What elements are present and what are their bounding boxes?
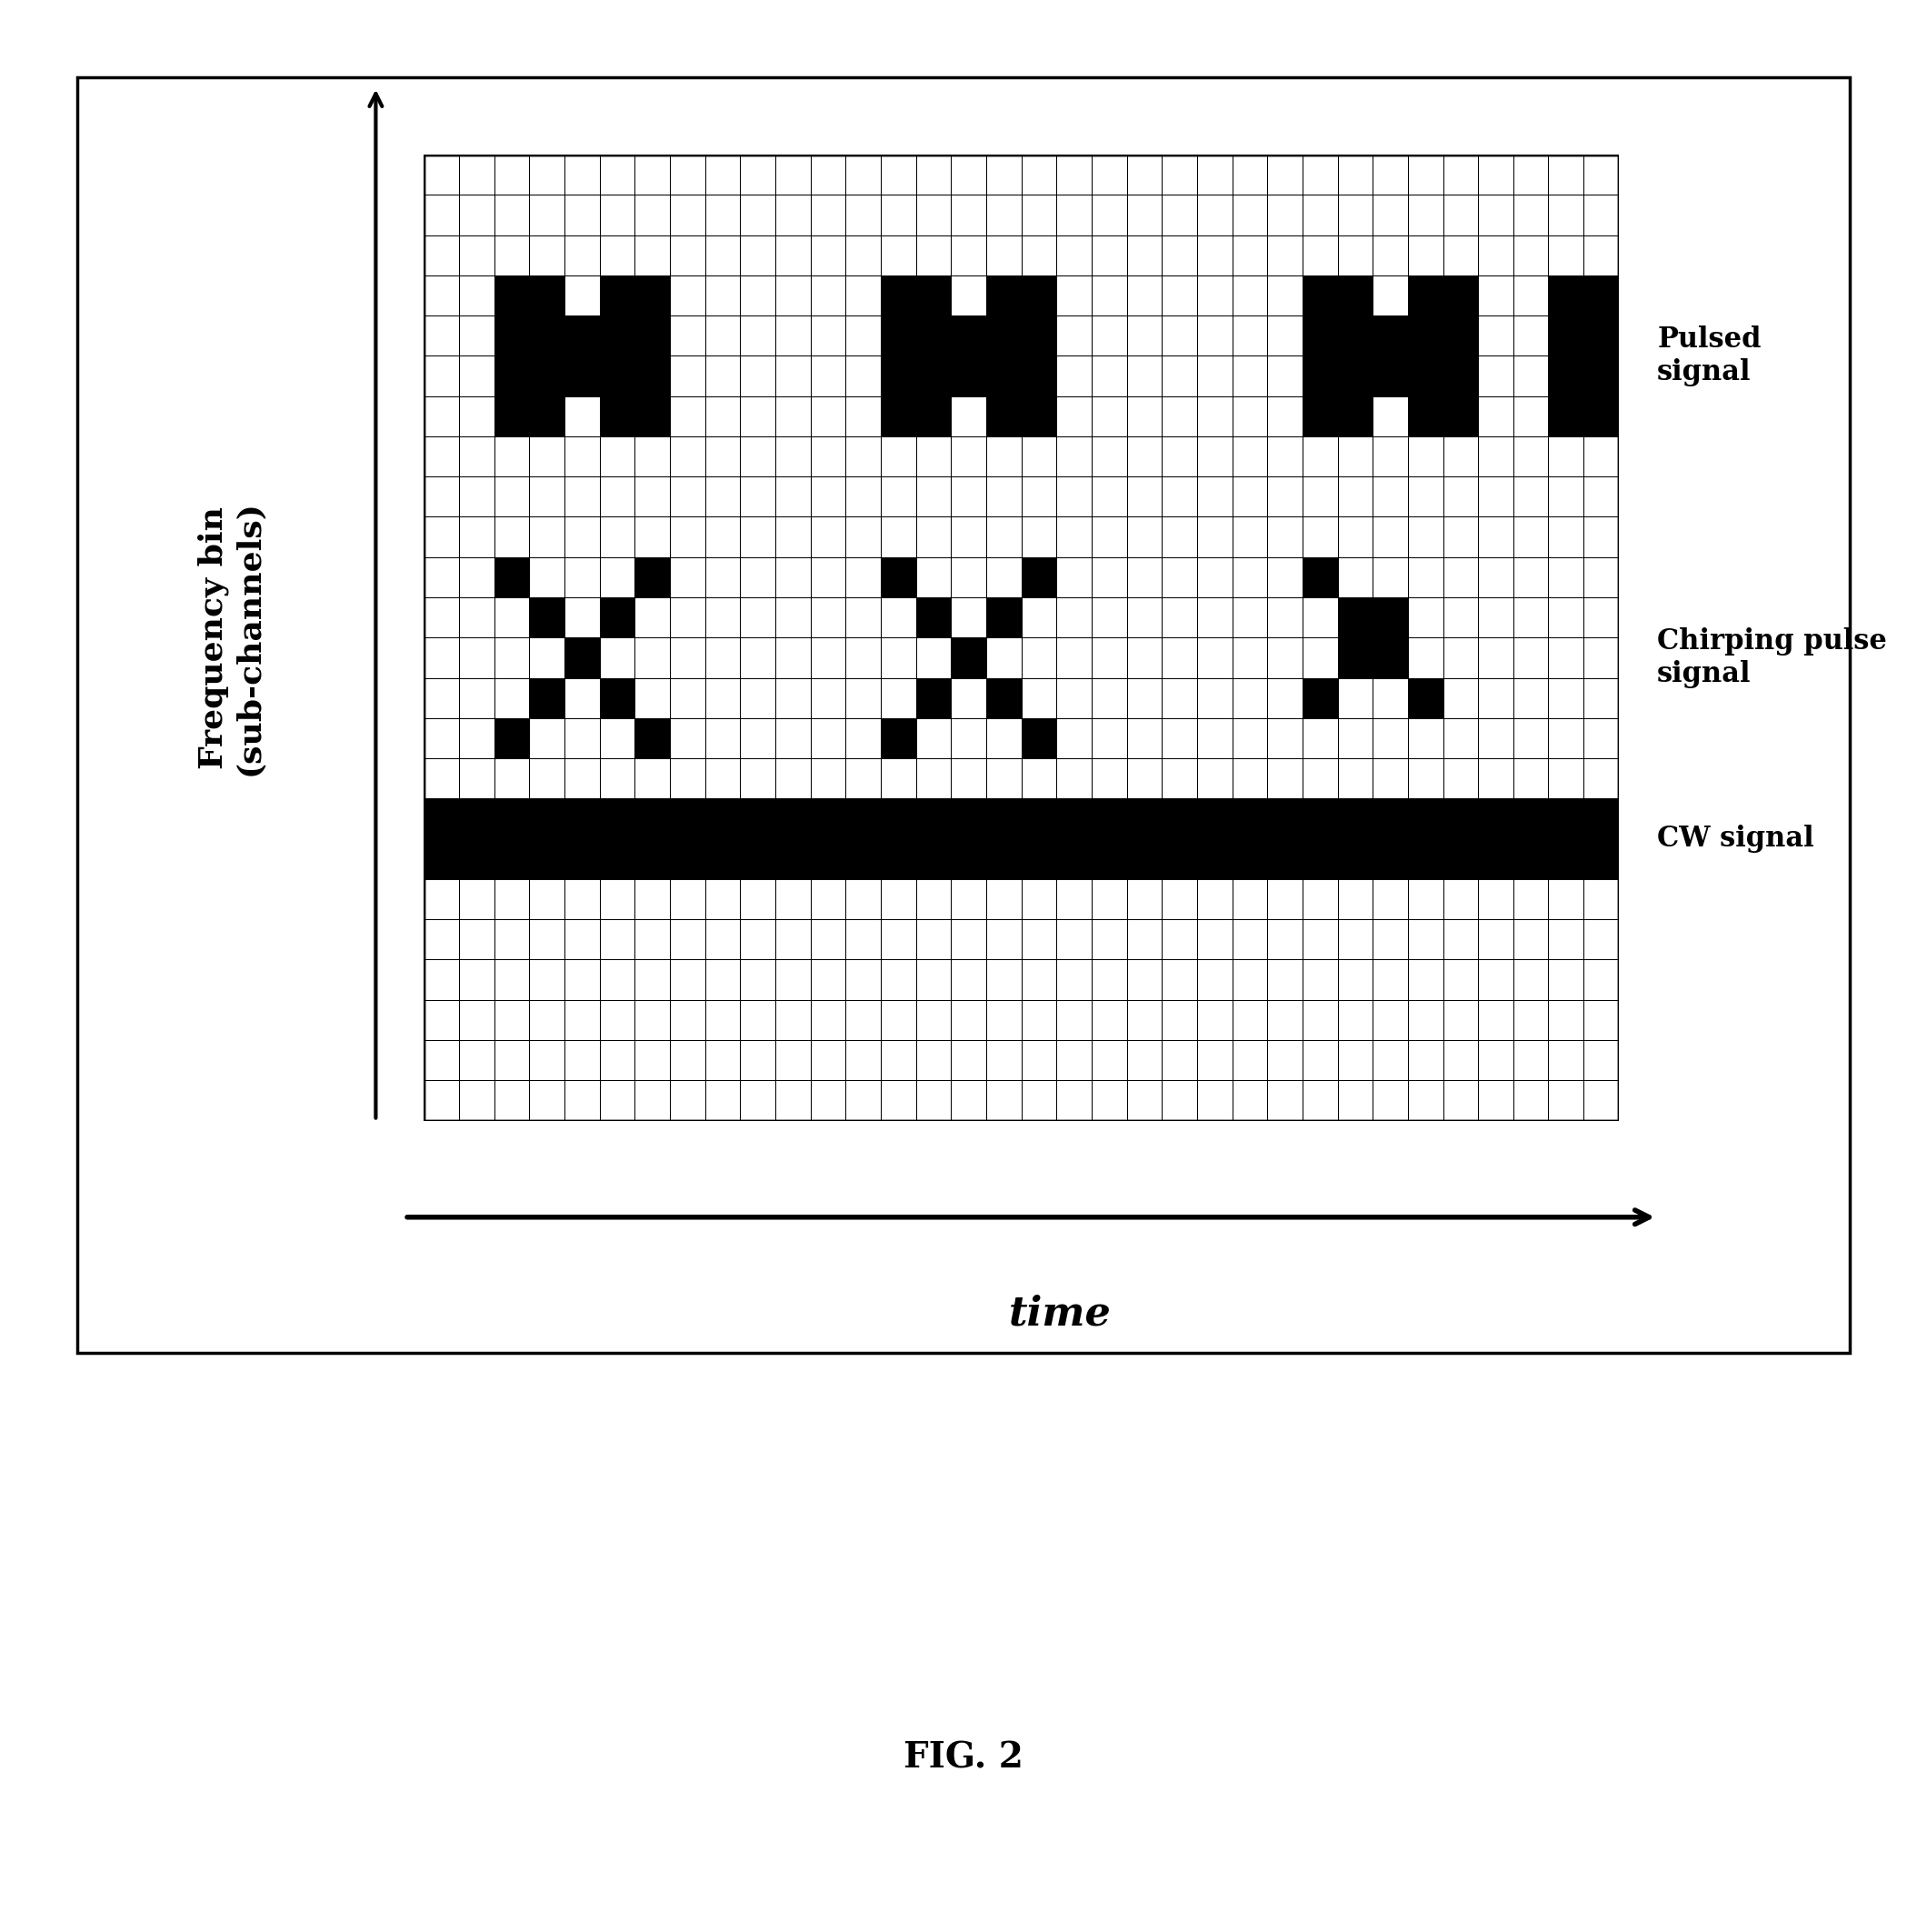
Bar [1021,719,1056,757]
Bar [1303,276,1372,437]
Bar [1549,276,1619,437]
Bar [599,276,671,437]
Bar [881,719,915,757]
Bar [952,638,987,678]
Bar [530,678,565,719]
Text: Frequency bin
(sub-channels): Frequency bin (sub-channels) [198,500,264,775]
Bar [987,678,1021,719]
Text: Chirping pulse
signal: Chirping pulse signal [1657,628,1887,688]
Bar [634,719,671,757]
Bar [599,597,634,638]
Bar [565,638,599,678]
Text: FIG. 2: FIG. 2 [904,1741,1023,1776]
Text: time: time [1008,1294,1112,1333]
Bar [493,556,530,597]
Bar [881,556,915,597]
Text: CW signal: CW signal [1657,825,1813,852]
Bar [1409,678,1443,719]
Bar [987,597,1021,638]
Text: Pulsed
signal: Pulsed signal [1657,325,1761,386]
Bar [424,798,1619,879]
Bar [1337,597,1372,638]
Bar [565,315,599,396]
Bar [1372,638,1409,678]
Bar [530,597,565,638]
Bar [952,315,987,396]
Bar [493,276,565,437]
Bar [952,638,987,678]
Bar [1372,597,1409,638]
Bar [493,719,530,757]
Bar [1303,556,1337,597]
Bar [1409,276,1478,437]
Bar [1337,638,1372,678]
Bar [915,678,952,719]
Bar [634,556,671,597]
Bar [565,638,599,678]
Bar [915,597,952,638]
Bar [1021,556,1056,597]
Bar [881,276,952,437]
Bar [599,678,634,719]
Bar [987,276,1056,437]
Bar [77,77,1850,1352]
Bar [1303,678,1337,719]
Bar [1372,315,1409,396]
